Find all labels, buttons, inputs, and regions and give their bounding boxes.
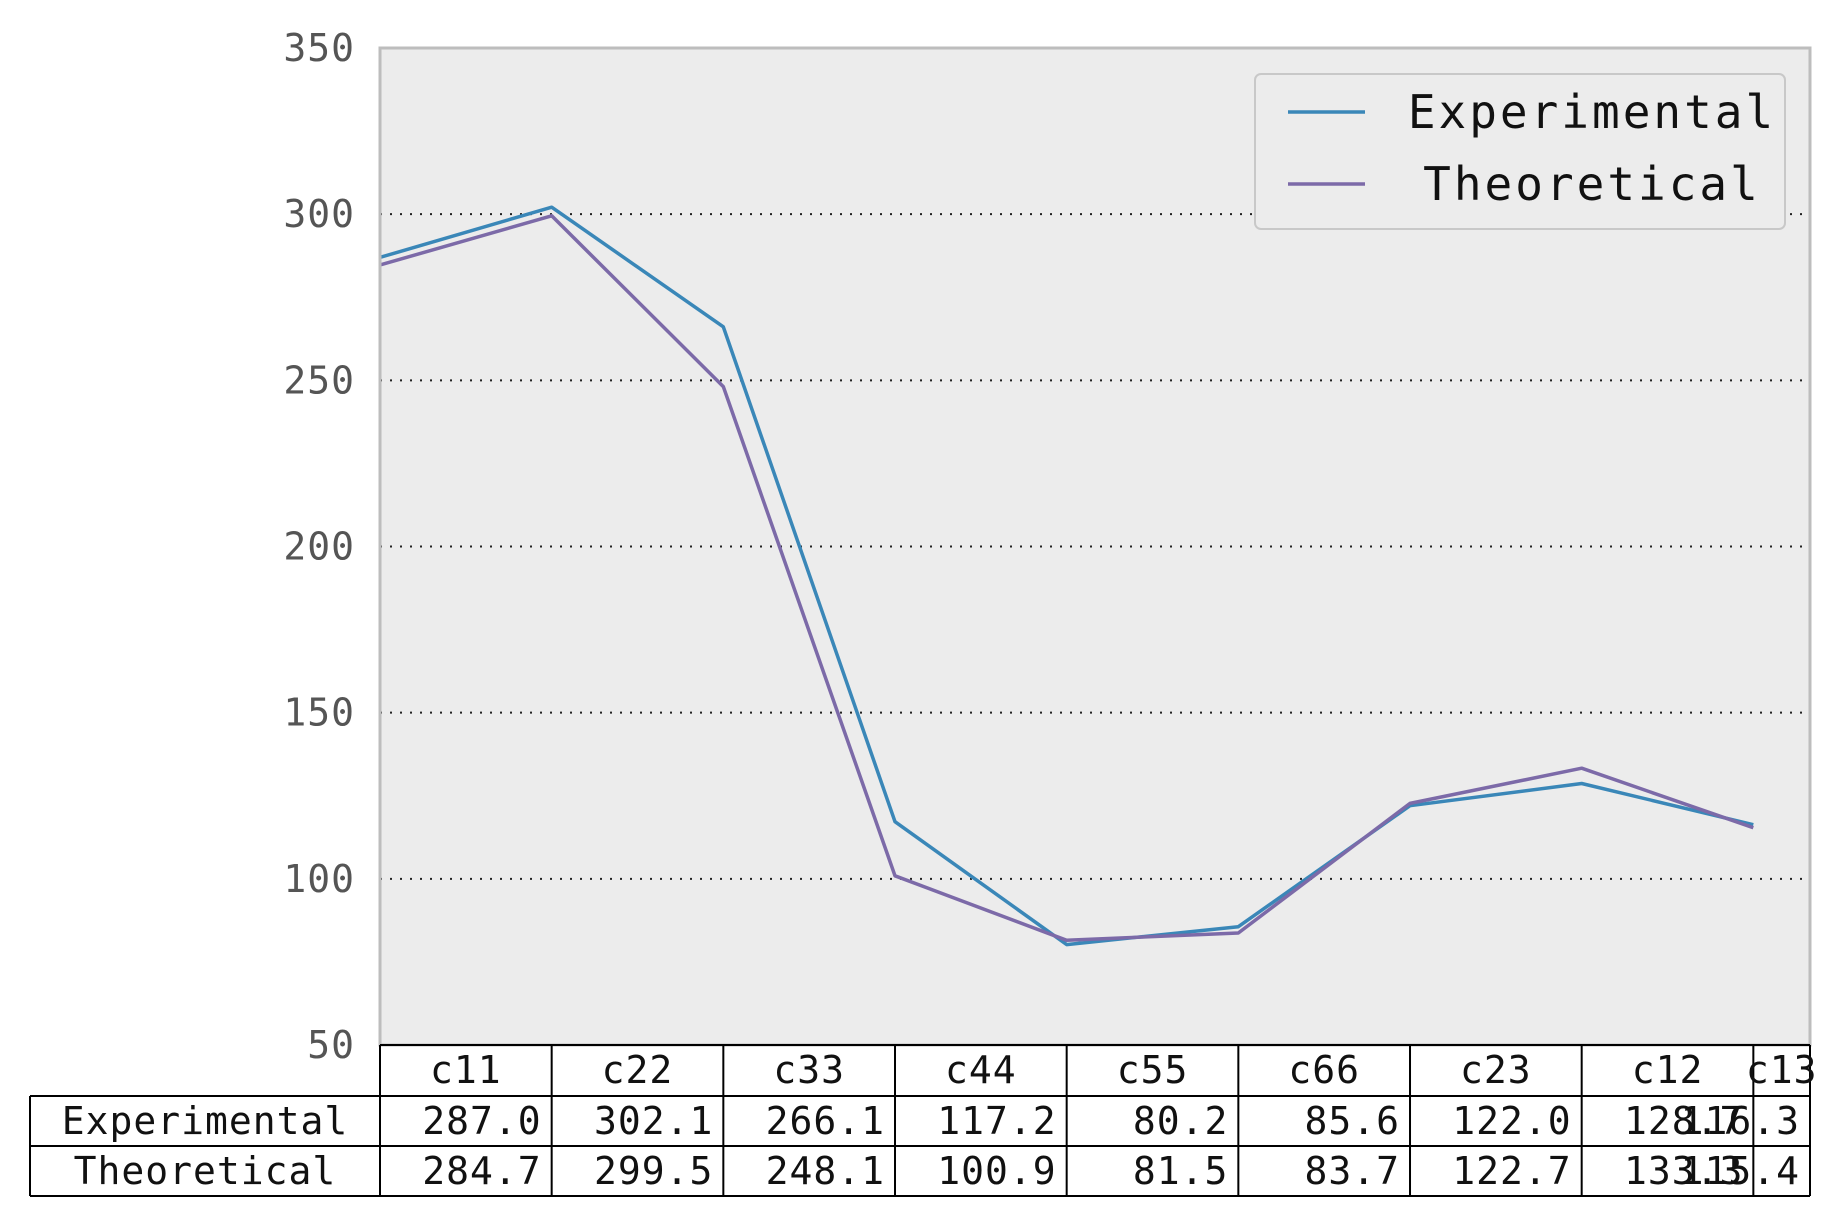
table-header-cell: c33: [773, 1048, 845, 1092]
table-header-cell: c55: [1117, 1048, 1189, 1092]
legend-label: Theoretical: [1423, 157, 1761, 211]
legend-label: Experimental: [1408, 85, 1776, 139]
table-cell: 302.1: [594, 1099, 713, 1143]
table-cell: 100.9: [937, 1149, 1056, 1193]
table-cell: 83.7: [1304, 1149, 1400, 1193]
y-tick-label: 300: [283, 192, 355, 236]
y-tick-label: 250: [283, 358, 355, 402]
table-cell: 80.2: [1133, 1099, 1229, 1143]
table-cell: 299.5: [594, 1149, 713, 1193]
y-tick-label: 50: [307, 1023, 355, 1067]
table-header-cell: c23: [1460, 1048, 1532, 1092]
y-tick-label: 100: [283, 857, 355, 901]
table-cell: 128.7: [1624, 1099, 1743, 1143]
data-table: c11 c22 c33 c44 c55 c66 c23 c12 c13 Experimental 2…: [29, 1044, 1818, 1197]
y-tick-label: 350: [283, 26, 355, 70]
table-cell: 133.3: [1624, 1149, 1743, 1193]
y-tick-label: 150: [283, 691, 355, 735]
table-header-cell: c66: [1288, 1048, 1360, 1092]
table-header-cell: c22: [602, 1048, 674, 1092]
table-cell: 81.5: [1133, 1149, 1229, 1193]
table-header-cell: c12: [1632, 1048, 1704, 1092]
y-axis-ticks: 50 100 150 200 250 300 350: [283, 26, 355, 1067]
table-cell: 287.0: [422, 1099, 541, 1143]
table-cell: 115.4: [1681, 1149, 1800, 1193]
legend: Experimental Theoretical: [1254, 73, 1786, 230]
table-cell: 248.1: [766, 1149, 885, 1193]
table-row-label: Theoretical: [74, 1149, 337, 1193]
y-tick-label: 200: [283, 525, 355, 569]
table-header-cell: c13: [1746, 1048, 1818, 1092]
table-cell: 116.3: [1681, 1099, 1800, 1143]
table-header-cell: c11: [430, 1048, 502, 1092]
table-cell: 117.2: [937, 1099, 1056, 1143]
table-cell: 122.7: [1452, 1149, 1571, 1193]
table-cell: 284.7: [422, 1149, 541, 1193]
table-cell: 85.6: [1304, 1099, 1400, 1143]
legend-box: [1254, 73, 1786, 230]
table-cell: 122.0: [1452, 1099, 1571, 1143]
table-cell: 266.1: [766, 1099, 885, 1143]
table-row-label: Experimental: [62, 1099, 349, 1143]
table-header-cell: c44: [945, 1048, 1017, 1092]
